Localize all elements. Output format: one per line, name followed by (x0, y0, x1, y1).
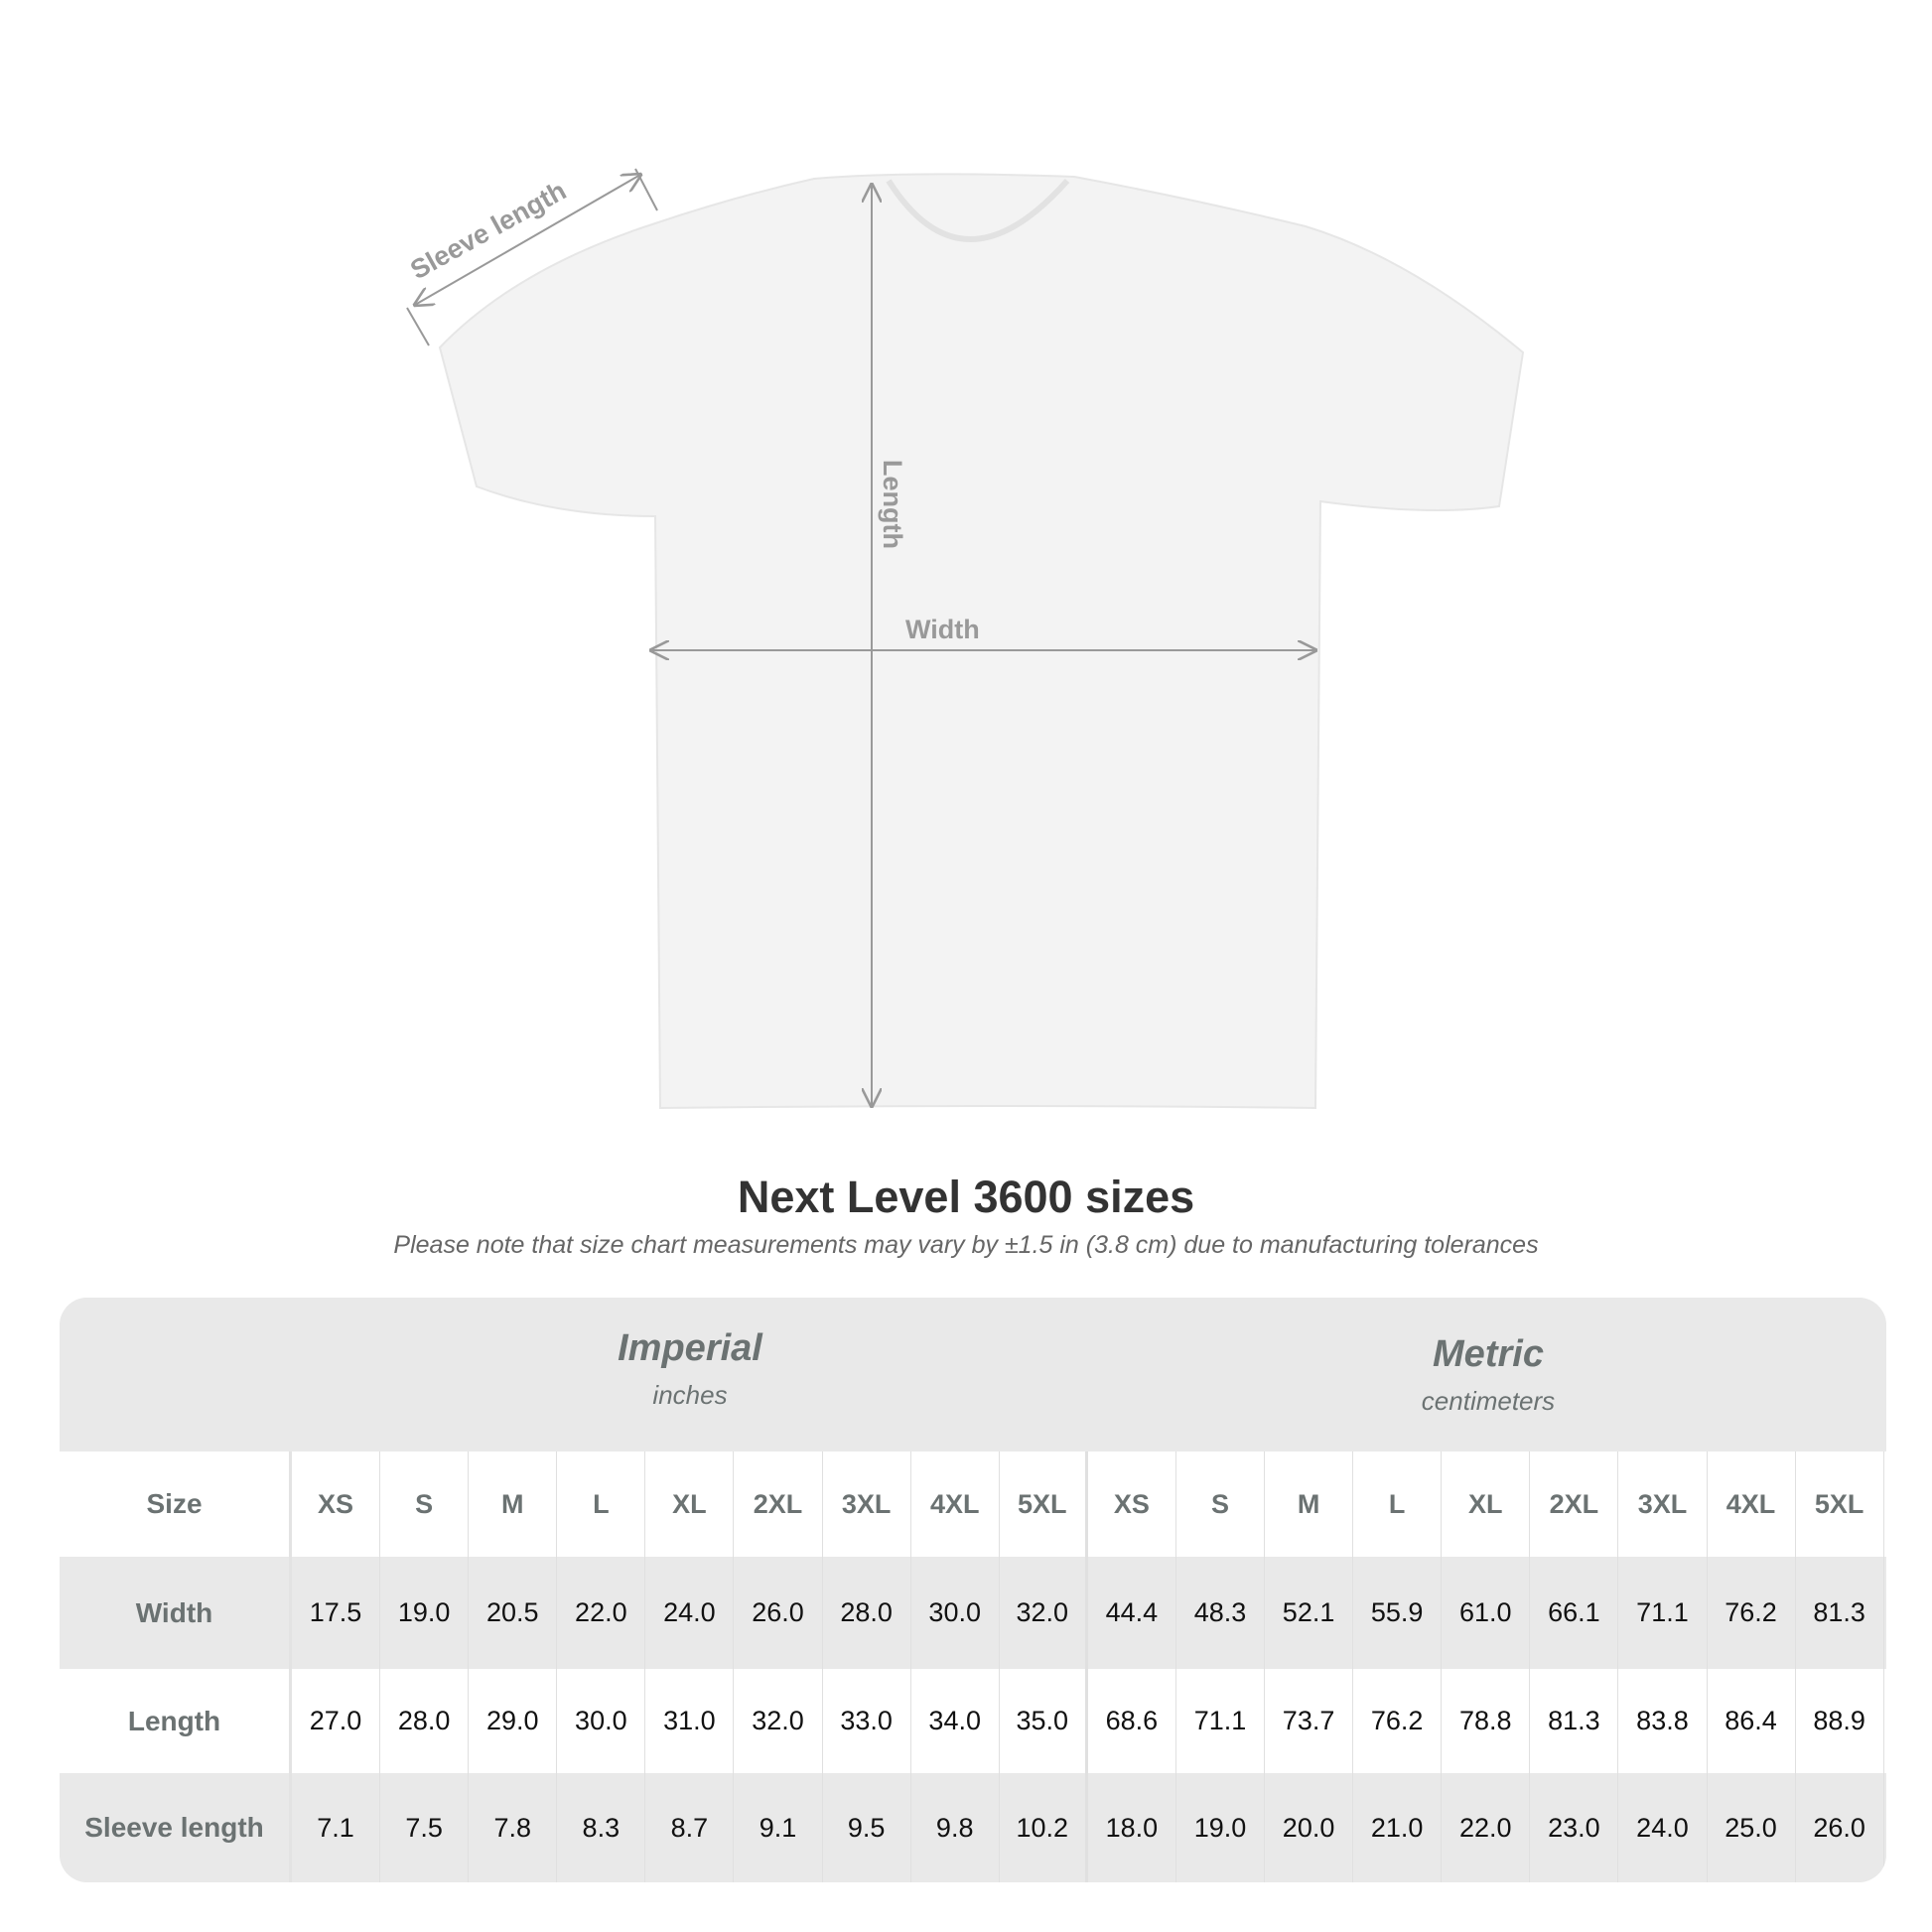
metric-value-cell: 71.1 (1176, 1669, 1266, 1773)
sleeve-tick (634, 168, 658, 211)
size-header-row: Size XS S M L XL 2XL 3XL 4XL 5XL XS S M L XL 2XL 3XL 4XL 5… (60, 1451, 1886, 1557)
tshirt-shape (438, 173, 1525, 1110)
size-header-cell: XS (292, 1451, 381, 1557)
tolerance-note: Please note that size chart measurements… (393, 1231, 1539, 1259)
metric-title: Metric (1433, 1333, 1544, 1375)
table-row: Width 17.5 19.0 20.5 22.0 24.0 26.0 28.0 30.0 32.… (60, 1557, 1886, 1669)
size-header-cell: 2XL (734, 1451, 823, 1557)
metric-value-cell: 19.0 (1176, 1773, 1266, 1882)
imperial-value-cell: 33.0 (823, 1669, 911, 1773)
sleeve-tick (406, 307, 430, 346)
metric-value-cell: 48.3 (1176, 1557, 1266, 1669)
page-title: Next Level 3600 sizes (737, 1172, 1195, 1222)
imperial-value-cell: 9.8 (911, 1773, 1000, 1882)
metric-value-cell: 24.0 (1618, 1773, 1708, 1882)
size-header-cell: XS (1088, 1451, 1176, 1557)
metric-value-cell: 76.2 (1708, 1557, 1796, 1669)
size-header-cell: M (469, 1451, 558, 1557)
metric-value-cell: 26.0 (1796, 1773, 1884, 1882)
row-label: Width (60, 1557, 292, 1669)
metric-value-cell: 68.6 (1088, 1669, 1176, 1773)
size-label: Size (60, 1451, 292, 1557)
size-table: Imperial inches Metric centimeters Size X… (60, 1298, 1886, 1882)
metric-value-cell: 21.0 (1353, 1773, 1443, 1882)
size-header-cell: 4XL (911, 1451, 1000, 1557)
size-header-cell: 2XL (1530, 1451, 1619, 1557)
width-label: Width (905, 615, 980, 644)
imperial-value-cell: 28.0 (823, 1557, 911, 1669)
metric-value-cell: 78.8 (1442, 1669, 1531, 1773)
metric-value-cell: 73.7 (1265, 1669, 1354, 1773)
imperial-value-cell: 19.0 (380, 1557, 470, 1669)
size-header-cell: S (1176, 1451, 1266, 1557)
imperial-value-cell: 8.3 (557, 1773, 646, 1882)
imperial-value-cell: 31.0 (645, 1669, 735, 1773)
imperial-value-cell: 34.0 (911, 1669, 1000, 1773)
metric-value-cell: 44.4 (1088, 1557, 1176, 1669)
size-header-cell: 4XL (1708, 1451, 1796, 1557)
table-row: Sleeve length 7.1 7.5 7.8 8.3 8.7 9.1 9.5 9.8 10.… (60, 1773, 1886, 1882)
metric-value-cell: 76.2 (1353, 1669, 1443, 1773)
imperial-value-cell: 7.5 (380, 1773, 470, 1882)
table-row: Length 27.0 28.0 29.0 30.0 31.0 32.0 33.0 34.0 35… (60, 1669, 1886, 1773)
size-header-cell: 3XL (1618, 1451, 1708, 1557)
imperial-value-cell: 28.0 (380, 1669, 470, 1773)
metric-value-cell: 20.0 (1265, 1773, 1354, 1882)
imperial-value-cell: 7.8 (469, 1773, 558, 1882)
metric-value-cell: 66.1 (1530, 1557, 1619, 1669)
imperial-header: Imperial inches (292, 1327, 1088, 1411)
metric-value-cell: 86.4 (1708, 1669, 1796, 1773)
imperial-title: Imperial (618, 1327, 762, 1369)
tshirt-collar (886, 179, 1070, 242)
size-header-cell: L (1353, 1451, 1443, 1557)
metric-value-cell: 61.0 (1442, 1557, 1531, 1669)
imperial-unit: inches (652, 1380, 728, 1410)
size-header-cell: 5XL (1796, 1451, 1884, 1557)
imperial-value-cell: 29.0 (469, 1669, 558, 1773)
imperial-value-cell: 9.5 (823, 1773, 911, 1882)
sleeve-length-line (415, 175, 640, 305)
imperial-value-cell: 35.0 (1000, 1669, 1088, 1773)
size-header-cell: XL (1442, 1451, 1531, 1557)
imperial-value-cell: 32.0 (734, 1669, 823, 1773)
metric-unit: centimeters (1421, 1386, 1556, 1416)
metric-value-cell: 23.0 (1530, 1773, 1619, 1882)
unit-header: Imperial inches Metric centimeters (60, 1298, 1886, 1451)
metric-header: Metric centimeters (1090, 1333, 1886, 1417)
imperial-value-cell: 8.7 (645, 1773, 735, 1882)
metric-value-cell: 81.3 (1530, 1669, 1619, 1773)
metric-value-cell: 88.9 (1796, 1669, 1884, 1773)
metric-value-cell: 18.0 (1088, 1773, 1176, 1882)
imperial-value-cell: 22.0 (557, 1557, 646, 1669)
imperial-value-cell: 30.0 (557, 1669, 646, 1773)
metric-value-cell: 52.1 (1265, 1557, 1354, 1669)
imperial-value-cell: 26.0 (734, 1557, 823, 1669)
imperial-value-cell: 9.1 (734, 1773, 823, 1882)
size-header-cell: M (1265, 1451, 1354, 1557)
imperial-value-cell: 20.5 (469, 1557, 558, 1669)
size-header-cell: XL (645, 1451, 735, 1557)
metric-value-cell: 71.1 (1618, 1557, 1708, 1669)
imperial-value-cell: 17.5 (292, 1557, 381, 1669)
imperial-value-cell: 7.1 (292, 1773, 381, 1882)
imperial-value-cell: 27.0 (292, 1669, 381, 1773)
imperial-value-cell: 10.2 (1000, 1773, 1088, 1882)
length-label: Length (878, 460, 907, 549)
metric-value-cell: 22.0 (1442, 1773, 1531, 1882)
imperial-value-cell: 30.0 (911, 1557, 1000, 1669)
size-header-cell: S (380, 1451, 470, 1557)
size-header-cell: 3XL (823, 1451, 911, 1557)
imperial-value-cell: 32.0 (1000, 1557, 1088, 1669)
row-label: Length (60, 1669, 292, 1773)
size-header-cell: L (557, 1451, 646, 1557)
metric-value-cell: 81.3 (1796, 1557, 1884, 1669)
metric-value-cell: 55.9 (1353, 1557, 1443, 1669)
row-label: Sleeve length (60, 1773, 292, 1882)
metric-value-cell: 25.0 (1708, 1773, 1796, 1882)
tshirt-diagram: Sleeve length Length Width (405, 168, 1525, 1110)
imperial-value-cell: 24.0 (645, 1557, 735, 1669)
metric-value-cell: 83.8 (1618, 1669, 1708, 1773)
size-header-cell: 5XL (1000, 1451, 1088, 1557)
